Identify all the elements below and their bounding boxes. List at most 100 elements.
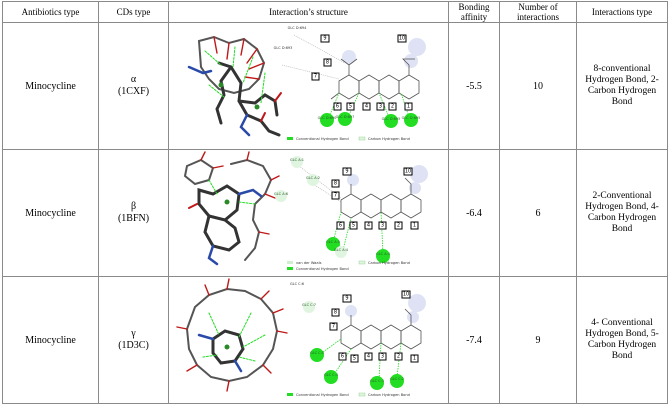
svg-text:6: 6	[341, 354, 344, 360]
svg-text:4: 4	[367, 354, 370, 360]
cd-cell: γ (1D3C)	[98, 276, 169, 404]
svg-text:7: 7	[332, 324, 335, 330]
residue-label: GLC A:2	[306, 176, 320, 180]
diagram-legend: Conventional Hydrogen Bond Carbon Hydrog…	[287, 392, 410, 397]
residue-label: GLC D:697	[336, 115, 355, 119]
svg-text:7: 7	[314, 74, 317, 80]
cd-cell: α (1CXF)	[98, 22, 169, 150]
svg-text:8: 8	[334, 310, 337, 316]
legend-label: Carbon Hydrogen Bond	[368, 261, 410, 265]
header-structure: Interaction’s structure	[168, 1, 449, 23]
svg-text:10: 10	[403, 292, 409, 298]
legend-label: van der Waals	[296, 261, 322, 265]
affinity-cell: -5.5	[448, 22, 500, 150]
table-row: Minocycline β (1BFN)	[2, 149, 668, 277]
itype-cell: 8-conventional Hydrogen Bond, 2-Carbon H…	[576, 22, 668, 150]
svg-text:7: 7	[334, 193, 337, 199]
legend-label: Conventional Hydrogen Bond	[296, 137, 349, 141]
residue-label: GLC A:4	[334, 248, 349, 252]
header-cds: CDs type	[98, 1, 169, 23]
cd-symbol: β	[130, 201, 137, 212]
cd-symbol: γ	[131, 328, 136, 339]
affinity-cell: -6.4	[448, 149, 500, 277]
interaction-2d-diagram: GLC C:6 GLC C:7 GLC C:5 GLC C:4 GLC C:3 …	[287, 282, 426, 397]
number-cell: 6	[499, 149, 577, 277]
residue-label: GLC D:693	[274, 46, 293, 50]
antibiotic-cell: Minocycline	[2, 22, 99, 150]
structure-figure-beta: GLC A:1 GLC A:2 GLC A:6 GLC A:5 GLC A:4 …	[183, 151, 428, 271]
residue-label: GLC C:5	[310, 351, 324, 355]
svg-text:9: 9	[345, 169, 348, 175]
svg-text:6: 6	[339, 223, 342, 229]
legend-label: Conventional Hydrogen Bond	[296, 267, 349, 271]
residue-label: GLC A:6	[274, 192, 288, 196]
cd-symbol: α	[130, 74, 137, 85]
docking-3d-view	[187, 35, 282, 137]
svg-text:1: 1	[413, 356, 416, 362]
residue-label: GLC C:7	[302, 303, 316, 307]
svg-text:9: 9	[323, 36, 326, 42]
docking-3d-view	[183, 151, 280, 266]
residue-badges: GLC D:690 GLC D:697 GLC D:695 GLC D:695 …	[274, 26, 421, 128]
itype-cell: 4- Conventional Hydrogen Bond, 5-Carbon …	[576, 276, 668, 404]
cd-code: (1CXF)	[117, 86, 150, 97]
svg-text:1: 1	[407, 104, 410, 110]
residue-label: GLC C:2	[390, 377, 404, 381]
legend-label: Carbon Hydrogen Bond	[368, 393, 410, 397]
svg-text:1: 1	[413, 223, 416, 229]
cd-code: (1BFN)	[117, 213, 150, 224]
itype-cell: 2-Conventional Hydrogen Bond, 4-Carbon H…	[576, 149, 668, 277]
svg-text:3: 3	[381, 354, 384, 360]
svg-text:6: 6	[336, 104, 339, 110]
number-cell: 10	[499, 22, 577, 150]
svg-text:2: 2	[391, 104, 394, 110]
docking-3d-view	[176, 278, 288, 392]
svg-text:3: 3	[381, 223, 384, 229]
svg-text:9: 9	[345, 296, 348, 302]
residue-label: GLC A:1	[290, 158, 304, 162]
number-cell: 9	[499, 276, 577, 404]
svg-text:5: 5	[349, 104, 352, 110]
antibiotic-cell: Minocycline	[2, 276, 99, 404]
cd-code: (1D3C)	[118, 340, 149, 351]
residue-label: GLC D:695	[382, 117, 401, 121]
legend-label: Carbon Hydrogen Bond	[368, 137, 410, 141]
residue-label: GLC C:3	[370, 379, 384, 383]
structure-cell: GLC D:690 GLC D:697 GLC D:695 GLC D:695 …	[168, 22, 449, 150]
svg-text:3: 3	[379, 104, 382, 110]
header-row: Antibiotics type CDs type Interaction’s …	[2, 1, 668, 23]
antibiotic-cell: Minocycline	[2, 149, 99, 277]
svg-text:8: 8	[334, 181, 337, 187]
svg-text:10: 10	[399, 36, 405, 42]
residue-label: GLC D:694	[288, 26, 308, 30]
interaction-2d-diagram: GLC A:1 GLC A:2 GLC A:6 GLC A:5 GLC A:4 …	[274, 156, 428, 271]
atom-number-boxes: 9 10 8 7 6 5 4 3 2 1	[311, 34, 413, 111]
header-itype: Interactions type	[576, 1, 668, 23]
structure-figure-alpha: GLC D:690 GLC D:697 GLC D:695 GLC D:695 …	[187, 26, 426, 141]
residue-label: GLC C:6	[290, 282, 304, 286]
residue-label: GLC D:695	[402, 116, 421, 120]
residue-label: GLC A:5	[326, 240, 340, 244]
residue-label: GLC D:690	[318, 116, 337, 120]
svg-text:4: 4	[367, 223, 370, 229]
residue-label: GLC A:4	[376, 252, 391, 256]
svg-text:5: 5	[352, 223, 355, 229]
atom-number-boxes: 9 10 8 7 6 5 4 3 2 1	[329, 290, 419, 363]
legend-label: Conventional Hydrogen Bond	[296, 393, 349, 397]
atom-number-boxes: 9 10 8 7 6 5 4 3 2 1	[331, 167, 419, 230]
affinity-cell: -7.4	[448, 276, 500, 404]
structure-figure-gamma: GLC C:6 GLC C:7 GLC C:5 GLC C:4 GLC C:3 …	[176, 278, 426, 397]
svg-text:5: 5	[353, 356, 356, 362]
svg-text:4: 4	[365, 104, 368, 110]
residue-badges: GLC C:6 GLC C:7 GLC C:5 GLC C:4 GLC C:3 …	[290, 282, 404, 390]
structure-cell: GLC A:1 GLC A:2 GLC A:6 GLC A:5 GLC A:4 …	[168, 149, 449, 277]
svg-text:2: 2	[397, 354, 400, 360]
header-affinity: Bonding affinity	[448, 1, 500, 23]
structure-cell: GLC C:6 GLC C:7 GLC C:5 GLC C:4 GLC C:3 …	[168, 276, 449, 404]
svg-text:2: 2	[397, 223, 400, 229]
table-row: Minocycline α (1CXF)	[2, 22, 668, 150]
interaction-2d-diagram: GLC D:690 GLC D:697 GLC D:695 GLC D:695 …	[274, 26, 426, 141]
residue-label: GLC C:4	[324, 373, 339, 377]
header-antibiotic: Antibiotics type	[2, 1, 99, 23]
